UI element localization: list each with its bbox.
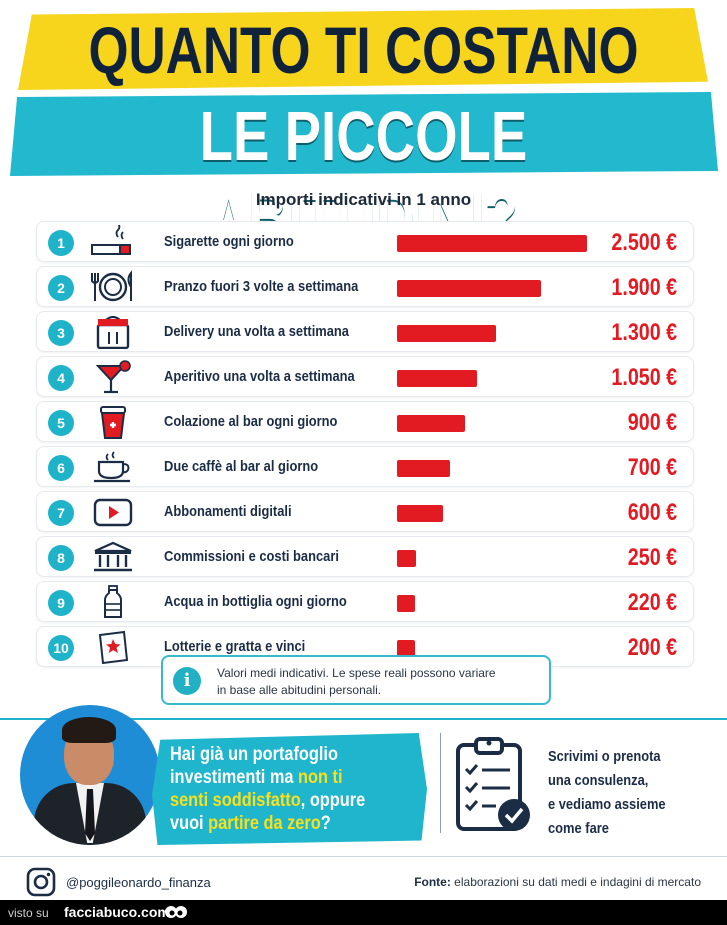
rank-badge: 9	[48, 590, 74, 616]
clipboard-checklist-icon	[456, 737, 530, 831]
eyes-logo-icon	[165, 906, 187, 918]
info-note-line-2: in base alle abitudini personali.	[217, 683, 382, 697]
watermark-site[interactable]: facciabuco.com	[64, 904, 170, 920]
rank-badge: 7	[48, 500, 74, 526]
chart-row: 8 Commissioni e costi bancari 250 €	[36, 536, 694, 577]
rank-badge: 1	[48, 230, 74, 256]
title-line-1: QUANTO TI COSTANO	[88, 13, 639, 87]
chart-row: 1 Sigarette ogni giorno 2.500 €	[36, 221, 694, 262]
plate-cutlery-icon	[90, 270, 136, 304]
cta-line-4: come fare	[548, 820, 609, 837]
chart-row: 6 Due caffè al bar al giorno 700 €	[36, 446, 694, 487]
category-label: Aperitivo una volta a settimana	[164, 368, 355, 385]
promo-text-part-1: Hai già un portafoglio investimenti ma	[170, 744, 338, 788]
category-label: Pranzo fuori 3 volte a settimana	[164, 278, 359, 295]
bar	[397, 595, 415, 612]
lottery-ticket-icon	[90, 630, 136, 665]
instagram-handle[interactable]: @poggileonardo_finanza	[66, 875, 211, 890]
coffee-cup-icon	[90, 450, 136, 484]
instagram-icon[interactable]	[26, 867, 56, 897]
promo-highlight-2: partire da zero	[208, 813, 321, 834]
promo-text-part-2: , oppure vuoi	[170, 790, 366, 834]
rank-badge: 10	[48, 635, 74, 661]
bar	[397, 235, 587, 252]
source-note: Fonte: elaborazioni su dati medi e indag…	[414, 875, 701, 889]
rank-badge: 2	[48, 275, 74, 301]
value-label: 220 €	[627, 589, 677, 616]
value-label: 2.500 €	[611, 229, 677, 256]
rank-badge: 4	[48, 365, 74, 391]
category-label: Due caffè al bar al giorno	[164, 458, 319, 475]
category-label: Sigarette ogni giorno	[164, 233, 294, 250]
bank-icon	[90, 540, 136, 574]
promo-text: Hai già un portafoglio investimenti ma n…	[170, 743, 385, 835]
info-note-line-1: Valori medi indicativi. Le spese reali p…	[217, 666, 496, 680]
watermark-bar: visto su facciabuco.com	[0, 900, 727, 925]
cta-line-2: una consulenza,	[548, 772, 649, 789]
category-label: Colazione al bar ogni giorno	[164, 413, 338, 430]
bar	[397, 325, 496, 342]
avatar	[20, 705, 160, 845]
bar	[397, 460, 450, 477]
promo-highlight-1: non ti senti soddisfatto	[170, 767, 343, 811]
chart-row: 2 Pranzo fuori 3 volte a settimana 1.900 €	[36, 266, 694, 307]
rank-badge: 6	[48, 455, 74, 481]
source-label: Fonte:	[414, 875, 451, 889]
value-label: 1.050 €	[611, 364, 677, 391]
chart-row: 3 Delivery una volta a settimana 1.300 €	[36, 311, 694, 352]
category-label: Delivery una volta a settimana	[164, 323, 349, 340]
source-text: elaborazioni su dati medi e indagini di …	[450, 875, 701, 889]
cta-text: Scrivimi o prenota una consulenza, e ved…	[548, 745, 694, 841]
promo-vertical-divider	[440, 733, 441, 833]
bar	[397, 415, 465, 432]
category-label: Acqua in bottiglia ogni giorno	[164, 593, 347, 610]
info-note: i Valori medi indicativi. Le spese reali…	[161, 655, 551, 705]
chart-row: 10 Lotterie e gratta e vinci 200 €	[36, 626, 694, 667]
value-label: 1.300 €	[611, 319, 677, 346]
category-label: Abbonamenti digitali	[164, 503, 292, 520]
chart-subtitle: Importi indicativi in 1 anno	[255, 190, 472, 209]
rank-badge: 5	[48, 410, 74, 436]
cocktail-icon	[90, 360, 136, 394]
delivery-bag-icon	[90, 315, 136, 350]
rank-badge: 3	[48, 320, 74, 346]
value-label: 700 €	[627, 454, 677, 481]
title-teal-stripe	[10, 92, 718, 176]
footer-divider	[0, 856, 727, 857]
section-divider	[0, 718, 727, 720]
watermark-visto: visto su	[8, 906, 49, 920]
cta-line-1: Scrivimi o prenota	[548, 748, 661, 765]
value-label: 1.900 €	[611, 274, 677, 301]
bar-chart: 1 Sigarette ogni giorno 2.500 € 2 Pranzo fuo…	[36, 221, 694, 671]
bar	[397, 505, 443, 522]
value-label: 200 €	[627, 634, 677, 661]
chart-row: 9 Acqua in bottiglia ogni giorno 220 €	[36, 581, 694, 622]
cigarette-icon	[90, 223, 136, 259]
chart-row: 4 Aperitivo una volta a settimana 1.050 €	[36, 356, 694, 397]
chart-row: 7 Abbonamenti digitali 600 €	[36, 491, 694, 532]
play-button-icon	[90, 495, 136, 529]
info-note-text: Valori medi indicativi. Le spese reali p…	[217, 665, 547, 699]
value-label: 600 €	[627, 499, 677, 526]
bar	[397, 640, 415, 657]
footer: @poggileonardo_finanza Fonte: elaborazio…	[0, 862, 727, 900]
value-label: 900 €	[627, 409, 677, 436]
bar	[397, 370, 477, 387]
promo-text-part-3: ?	[320, 813, 331, 834]
category-label: Lotterie e gratta e vinci	[164, 638, 306, 655]
bar	[397, 550, 416, 567]
category-label: Commissioni e costi bancari	[164, 548, 339, 565]
chart-row: 5 Colazione al bar ogni giorno 900 €	[36, 401, 694, 442]
info-icon: i	[173, 667, 201, 695]
cta-line-3: e vediamo assieme	[548, 796, 666, 813]
promo-brush-background	[152, 733, 427, 845]
rank-badge: 8	[48, 545, 74, 571]
coffee-cup-takeaway-icon	[90, 405, 136, 439]
bar	[397, 280, 541, 297]
value-label: 250 €	[627, 544, 677, 571]
water-bottle-icon	[90, 585, 136, 619]
title-yellow-stripe	[18, 8, 708, 90]
title-banner: QUANTO TI COSTANO LE PICCOLE ABITUDINI?	[0, 0, 727, 255]
